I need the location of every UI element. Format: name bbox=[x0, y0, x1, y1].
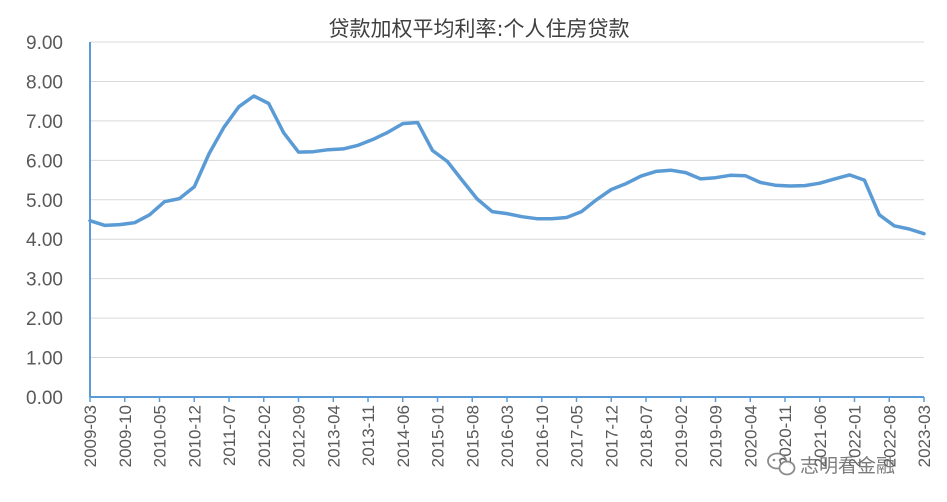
x-tick-label: 2015-08 bbox=[463, 405, 482, 467]
data-points bbox=[89, 95, 926, 236]
y-axis-ticks: 0.00 1.00 2.00 3.00 4.00 5.00 6.00 7.00 8.00 9.00 bbox=[26, 33, 63, 409]
x-tick-label: 2010-12 bbox=[185, 405, 204, 467]
x-tick-label: 2014-06 bbox=[394, 405, 413, 467]
x-tick-label: 2016-03 bbox=[498, 405, 517, 467]
x-tick-label: 2009-03 bbox=[81, 405, 100, 467]
y-tick-label: 3.00 bbox=[26, 270, 63, 291]
y-tick-label: 0.00 bbox=[26, 388, 63, 409]
x-tick-label: 2020-04 bbox=[741, 405, 760, 467]
x-tick-label: 2020-11 bbox=[776, 405, 795, 466]
y-tick-label: 5.00 bbox=[26, 191, 63, 212]
x-tick-label: 2022-01 bbox=[846, 405, 865, 467]
x-tick-label: 2013-04 bbox=[324, 405, 343, 467]
x-tick-label: 2022-08 bbox=[880, 405, 899, 467]
y-tick-label: 2.00 bbox=[26, 309, 63, 330]
y-tick-label: 9.00 bbox=[26, 33, 63, 54]
x-tick-label: 2015-01 bbox=[429, 405, 448, 467]
series-line bbox=[88, 94, 926, 236]
x-axis-ticks: 2009-03 2009-10 2010-05 2010-12 2011-07 2012-… bbox=[81, 397, 934, 467]
x-tick-label: 2009-10 bbox=[116, 405, 135, 467]
x-tick-label: 2011-07 bbox=[220, 405, 239, 466]
x-tick-label: 2016-10 bbox=[533, 405, 552, 467]
x-tick-label: 2017-05 bbox=[568, 405, 587, 467]
chart-title: 贷款加权平均利率:个人住房贷款 bbox=[328, 17, 629, 41]
x-tick-label: 2017-12 bbox=[602, 405, 621, 467]
x-tick-label: 2012-09 bbox=[290, 405, 309, 467]
x-tick-label: 2018-07 bbox=[637, 405, 656, 467]
x-tick-label: 2013-11 bbox=[359, 405, 378, 466]
watermark: 志明看金融 bbox=[767, 452, 895, 477]
x-tick-label: 2019-02 bbox=[672, 405, 691, 467]
gridlines bbox=[90, 41, 924, 359]
y-tick-label: 8.00 bbox=[26, 72, 63, 93]
y-tick-label: 1.00 bbox=[26, 349, 63, 370]
y-tick-label: 7.00 bbox=[26, 112, 63, 133]
watermark-text: 志明看金融 bbox=[800, 455, 895, 477]
x-tick-label: 2010-05 bbox=[151, 405, 170, 467]
x-tick-label: 2019-09 bbox=[707, 405, 726, 467]
y-tick-label: 4.00 bbox=[26, 230, 63, 251]
x-tick-label: 2021-06 bbox=[811, 405, 830, 467]
y-tick-label: 6.00 bbox=[26, 151, 63, 172]
x-tick-label: 2023-03 bbox=[915, 405, 934, 467]
wechat-icon bbox=[767, 452, 796, 476]
x-tick-label: 2012-02 bbox=[255, 405, 274, 467]
